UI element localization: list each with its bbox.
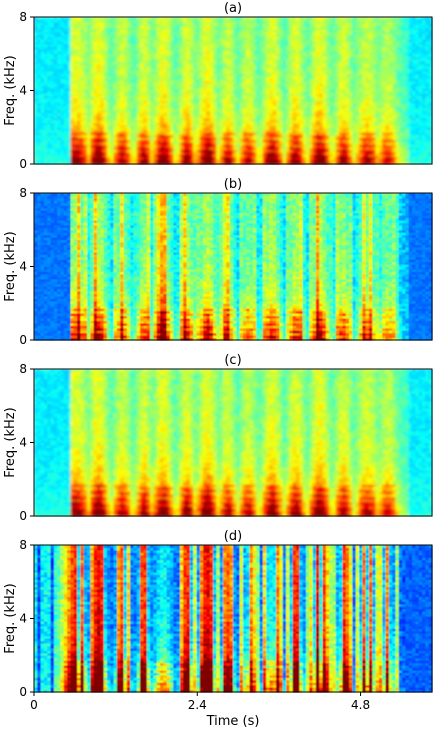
y-tick-label: 8 [19, 538, 27, 552]
spectrogram-panel-0: 0 4 8 Freq. (kHz) (a) [3, 1, 433, 171]
y-tick-label: 4 [19, 436, 27, 450]
x-tick-label: 4.8 [351, 698, 370, 712]
y-axis-label: Freq. (kHz) [3, 231, 18, 301]
x-tick-label: 0 [30, 698, 38, 712]
heatmap-cells [34, 17, 433, 165]
y-tick-label: 4 [19, 612, 27, 626]
panel-title: (a) [224, 1, 242, 16]
y-tick-label: 0 [19, 157, 27, 171]
panel-title: (d) [224, 529, 242, 544]
heatmap-cells [34, 193, 433, 341]
y-axis-label: Freq. (kHz) [3, 55, 18, 125]
y-tick-label: 8 [19, 186, 27, 200]
panel-title: (b) [224, 177, 242, 192]
y-tick-label: 0 [19, 333, 27, 347]
x-axis-label: Time (s) [206, 714, 260, 729]
y-tick-label: 0 [19, 685, 27, 699]
x-tick-label: 2.4 [188, 698, 207, 712]
heatmap-cells [34, 369, 433, 517]
spectrogram-panel-2: 0 4 8 Freq. (kHz) (c) [3, 353, 433, 523]
y-axis-label: Freq. (kHz) [3, 583, 18, 653]
panel-title: (c) [224, 353, 241, 368]
y-tick-label: 4 [19, 260, 27, 274]
spectrogram-panel-3: 0 4 8 0 2.4 4.8 Freq. (kHz) (d) Time (s) [3, 529, 433, 729]
heatmap-cells [34, 545, 433, 693]
y-tick-label: 4 [19, 84, 27, 98]
spectrogram-panel-1: 0 4 8 Freq. (kHz) (b) [3, 177, 433, 347]
y-tick-label: 8 [19, 362, 27, 376]
y-tick-label: 0 [19, 509, 27, 523]
y-tick-label: 8 [19, 10, 27, 24]
y-axis-label: Freq. (kHz) [3, 407, 18, 477]
